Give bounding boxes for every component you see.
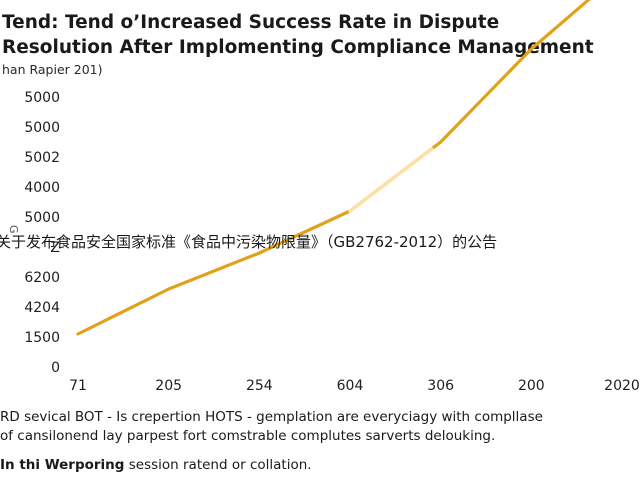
y-tick-label: 5002 [24, 150, 60, 166]
x-tick-label: 2020 [604, 378, 640, 394]
series-layer [76, 0, 591, 336]
y-tick-label: 5000 [24, 90, 60, 106]
y-tick-label: 6200 [24, 270, 60, 286]
x-tick-label: 205 [155, 378, 182, 394]
y-axis-label: G [7, 225, 20, 234]
y-tick-label: 4204 [24, 300, 60, 316]
x-tick-label: 306 [427, 378, 454, 394]
footer-line-2: of cansilonend lay parpest fort comstrab… [0, 428, 495, 444]
footer-line-3: In thi Werporing session ratend or colla… [0, 457, 312, 473]
footer-line-3-rest: session ratend or collation. [124, 457, 311, 473]
y-axis-ticks: 0 1500 4204 6200 Z 5000 4000 5002 5000 5000 [24, 90, 60, 376]
x-tick-label: 604 [337, 378, 364, 394]
chart-title-line-2: Resolution After Implomenting Compliance… [2, 37, 594, 58]
footer-line-1: RD sevical BOT - Is crepertion HOTS - ge… [0, 409, 543, 425]
y-tick-label: Z [50, 240, 60, 256]
x-tick-label: 71 [69, 378, 87, 394]
y-tick-label: 4000 [24, 180, 60, 196]
x-axis-ticks: 71 205 254 604 306 200 2020 [69, 378, 640, 394]
y-tick-label: 1500 [24, 330, 60, 346]
chart-title-line-1: Tend: Tend o’Increased Success Rate in D… [2, 12, 499, 33]
footer-line-3-bold: In thi Werporing [0, 457, 124, 473]
y-tick-label: 5000 [24, 210, 60, 226]
x-tick-label: 254 [246, 378, 273, 394]
x-tick-label: 200 [518, 378, 545, 394]
chart-subtitle: han Rapier 201) [2, 62, 103, 77]
series-line-faded-segment [348, 147, 434, 213]
y-tick-label: 5000 [24, 120, 60, 136]
y-tick-label: 0 [51, 360, 60, 376]
overlay-text: 关于发布食品安全国家标准《食品中污染物限量》（GB2762-2012）的公告 [0, 233, 497, 251]
